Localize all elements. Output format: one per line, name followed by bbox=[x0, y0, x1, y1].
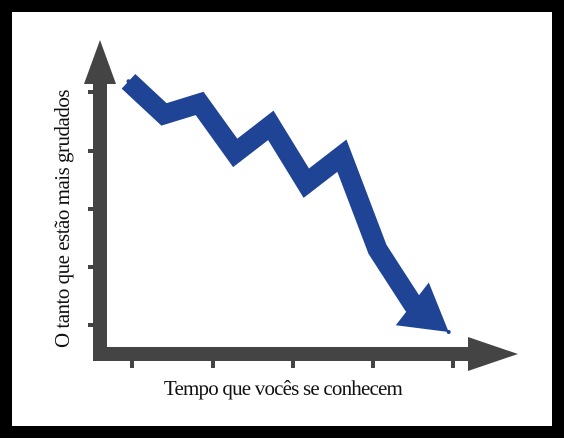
trend-arrowhead bbox=[395, 282, 449, 332]
x-ticks bbox=[130, 354, 455, 368]
data-point bbox=[375, 247, 380, 252]
data-point bbox=[197, 101, 202, 106]
data-point bbox=[268, 123, 273, 128]
data-point bbox=[162, 112, 166, 117]
series-layer bbox=[121, 73, 451, 334]
data-point bbox=[126, 79, 131, 84]
x-axis-label: Tempo que vocês se conhecem bbox=[164, 376, 403, 400]
trend-line bbox=[121, 73, 422, 315]
y-axis-arrowhead bbox=[84, 40, 116, 84]
x-axis-arrowhead bbox=[468, 337, 518, 371]
data-point bbox=[411, 302, 416, 307]
data-point bbox=[339, 153, 344, 158]
y-ticks bbox=[88, 90, 100, 327]
y-axis-label: O tanto que estão mais grudados bbox=[50, 90, 74, 348]
data-point bbox=[233, 150, 238, 155]
data-point bbox=[304, 181, 309, 186]
data-point bbox=[446, 330, 451, 334]
